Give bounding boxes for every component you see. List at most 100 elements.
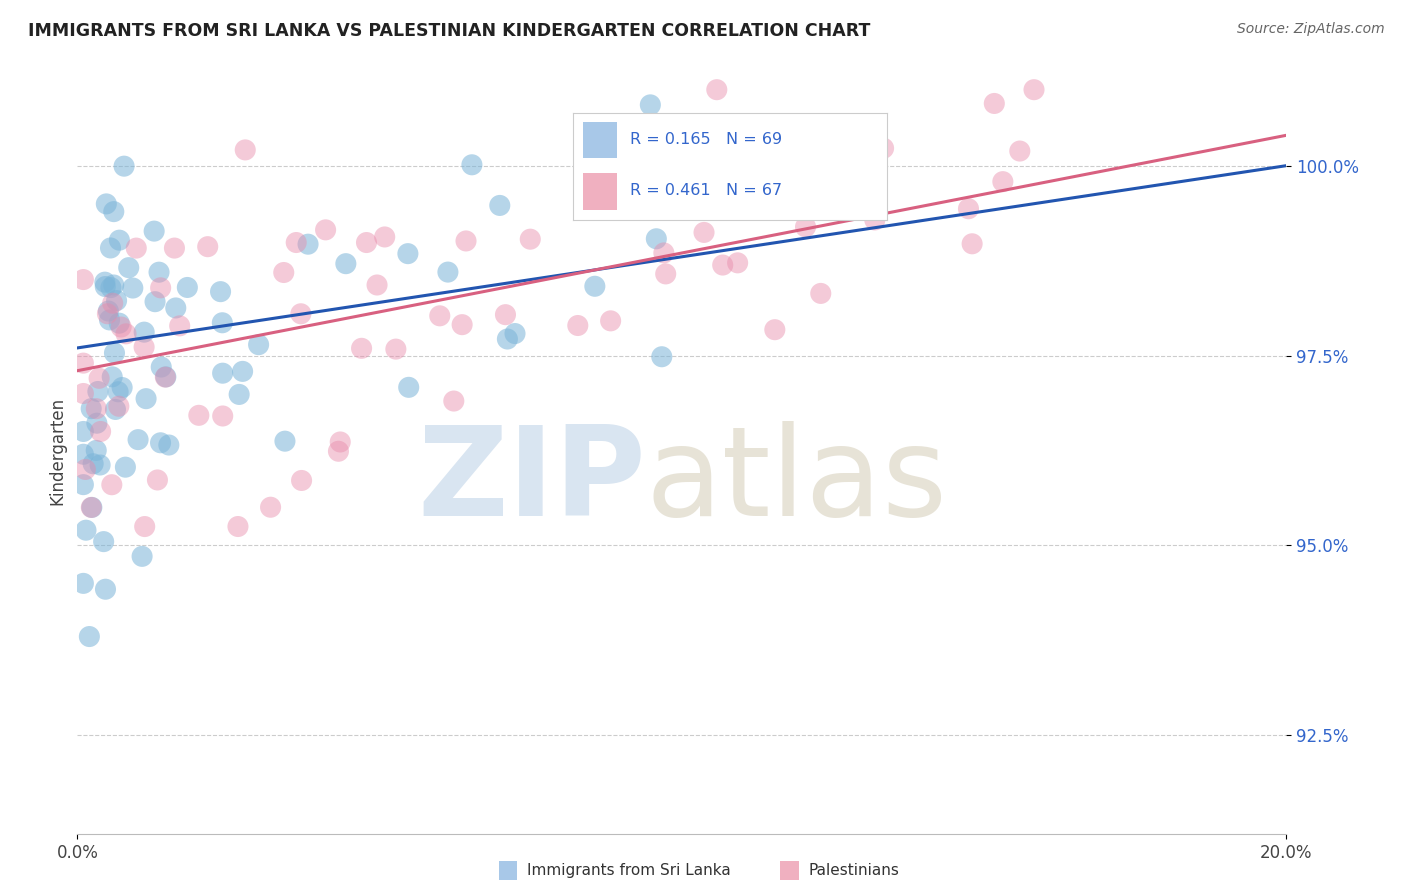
Point [103, 346, 125, 360]
Point [329, 434, 352, 449]
Point [328, 444, 350, 458]
Text: IMMIGRANTS FROM SRI LANKA VS PALESTINIAN KINDERGARTEN CORRELATION CHART: IMMIGRANTS FROM SRI LANKA VS PALESTINIAN… [28, 22, 870, 40]
Point [112, 159, 135, 173]
Point [461, 158, 484, 172]
Point [111, 380, 134, 394]
Point [107, 384, 129, 399]
Point [1022, 83, 1045, 97]
Text: atlas: atlas [645, 421, 948, 541]
Point [356, 235, 378, 250]
Point [297, 237, 319, 252]
Point [127, 433, 149, 447]
Point [149, 435, 172, 450]
Point [187, 409, 209, 423]
Point [652, 246, 675, 260]
Text: ZIP: ZIP [418, 421, 645, 541]
Y-axis label: Kindergarten: Kindergarten [48, 396, 66, 505]
Point [72, 477, 94, 491]
Point [103, 277, 125, 292]
Point [148, 265, 170, 279]
Point [108, 233, 131, 247]
Point [1008, 144, 1031, 158]
Point [80, 500, 103, 515]
Point [169, 318, 191, 333]
Point [155, 370, 177, 384]
Point [209, 285, 232, 299]
Point [146, 473, 169, 487]
Point [143, 224, 166, 238]
Point [315, 223, 337, 237]
Point [72, 425, 94, 439]
Point [247, 337, 270, 351]
Point [290, 474, 312, 488]
Point [108, 399, 131, 413]
Point [454, 234, 477, 248]
Point [662, 194, 685, 208]
Point [872, 141, 894, 155]
Point [100, 241, 122, 255]
Point [335, 257, 357, 271]
Point [101, 296, 124, 310]
Point [96, 197, 118, 211]
Point [100, 280, 122, 294]
Point [134, 519, 156, 533]
Point [651, 350, 673, 364]
Point [143, 294, 166, 309]
Point [443, 394, 465, 409]
Point [197, 240, 219, 254]
Point [801, 158, 824, 172]
Point [72, 272, 94, 286]
Point [72, 356, 94, 370]
Point [259, 500, 281, 515]
Point [132, 340, 155, 354]
Point [496, 332, 519, 346]
Point [165, 301, 187, 315]
Point [80, 500, 103, 515]
Point [232, 364, 254, 378]
Point [290, 307, 312, 321]
Point [488, 198, 510, 212]
Point [396, 246, 419, 260]
Point [105, 293, 128, 308]
Point [134, 325, 156, 339]
Point [121, 281, 143, 295]
Point [90, 425, 112, 439]
Point [79, 630, 101, 644]
Point [503, 326, 526, 341]
Point [94, 279, 117, 293]
Point [429, 309, 451, 323]
Point [103, 204, 125, 219]
Point [350, 341, 373, 355]
Point [150, 359, 173, 374]
Point [131, 549, 153, 564]
Point [274, 434, 297, 449]
Point [101, 477, 124, 491]
Point [149, 281, 172, 295]
Point [567, 318, 589, 333]
Point [226, 519, 249, 533]
Point [80, 401, 103, 416]
Point [960, 236, 983, 251]
Point [693, 226, 716, 240]
Point [89, 458, 111, 472]
Point [727, 256, 749, 270]
Point [72, 576, 94, 591]
Point [437, 265, 460, 279]
Point [72, 386, 94, 401]
Point [157, 438, 180, 452]
Point [72, 447, 94, 461]
Point [155, 370, 177, 384]
Point [104, 402, 127, 417]
Point [398, 380, 420, 394]
Point [983, 96, 1005, 111]
Point [82, 457, 104, 471]
Point [599, 314, 621, 328]
Point [135, 392, 157, 406]
Point [84, 443, 107, 458]
Point [957, 202, 980, 216]
Point [96, 307, 118, 321]
Point [991, 175, 1014, 189]
Point [75, 462, 97, 476]
Point [794, 219, 817, 234]
Point [115, 326, 138, 341]
